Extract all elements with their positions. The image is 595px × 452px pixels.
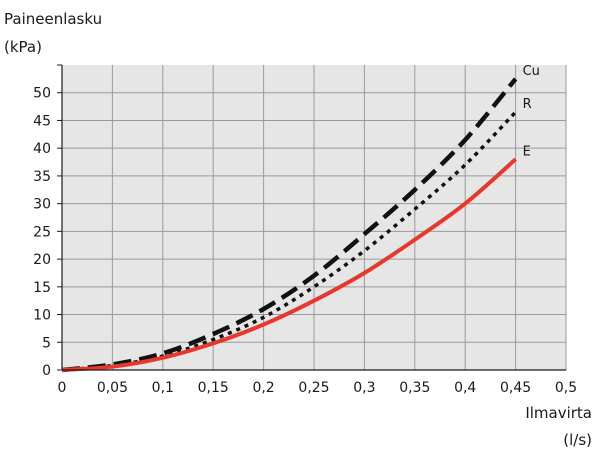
y-tick-label: 45 <box>33 113 51 129</box>
y-tick-label: 15 <box>33 280 51 296</box>
y-tick-label: 40 <box>33 141 51 157</box>
series-label-e: E <box>523 144 531 159</box>
series-label-cu: Cu <box>523 64 540 79</box>
x-tick-label: 0,4 <box>454 380 476 396</box>
y-tick-label: 0 <box>42 363 51 379</box>
x-axis-unit: (l/s) <box>563 431 592 449</box>
x-tick-label: 0,05 <box>97 380 128 396</box>
x-axis-label: Ilmavirta <box>525 404 592 422</box>
x-tick-label: 0,25 <box>298 380 329 396</box>
x-tick-label: 0,45 <box>500 380 531 396</box>
series-line-e <box>61 157 517 372</box>
x-tick-label: 0,5 <box>555 380 577 396</box>
x-tick-label: 0,15 <box>198 380 229 396</box>
x-tick-label: 0,2 <box>252 380 274 396</box>
series-line-cu <box>61 77 518 373</box>
y-tick-label: 50 <box>33 86 51 102</box>
ticks-layer: 0 0,05 0,1 0,15 0,2 0,25 0,3 0,35 0,4 0,45 0,5 0 5 10… <box>33 64 577 396</box>
y-tick-label: 35 <box>33 169 51 185</box>
y-axis-unit: (kPa) <box>4 38 42 56</box>
x-tick-label: 0 <box>58 380 67 396</box>
x-tick-label: 0,35 <box>399 380 430 396</box>
y-tick-label: 25 <box>33 224 51 240</box>
series-layer: Cu R E <box>61 64 540 373</box>
series-label-r: R <box>523 97 532 112</box>
y-tick-label: 30 <box>33 197 51 213</box>
y-tick-label: 20 <box>33 252 51 268</box>
x-tick-label: 0,3 <box>353 380 375 396</box>
y-tick-label: 10 <box>33 308 51 324</box>
y-axis-label: Paineenlasku <box>4 10 102 28</box>
x-tick-label: 0,1 <box>152 380 174 396</box>
y-tick-label: 5 <box>42 335 51 351</box>
